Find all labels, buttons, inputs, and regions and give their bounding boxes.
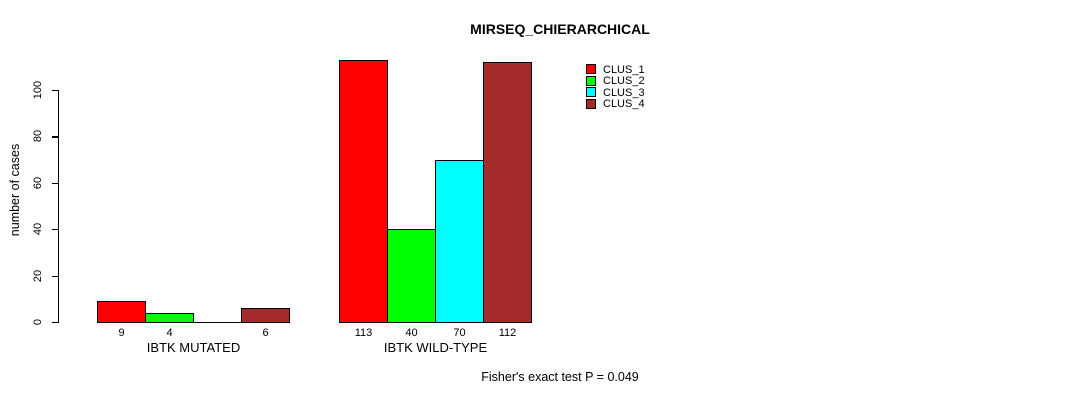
- y-axis-tick: [52, 90, 59, 92]
- bar-clus_4-group2: [483, 62, 532, 323]
- bar-clus_2-group1: [145, 312, 194, 323]
- bar-clus_3-group2: [435, 159, 484, 323]
- y-axis-tick: [52, 275, 59, 277]
- bar-value-label: 70: [453, 327, 466, 339]
- y-axis-label: number of cases: [8, 143, 22, 237]
- legend-swatch-clus_3: [586, 87, 596, 97]
- x-axis-category-label: IBTK MUTATED: [146, 340, 241, 355]
- legend-label-clus_2: CLUS_2: [603, 75, 645, 87]
- bar-clus_4-group1: [241, 308, 290, 323]
- bar-value-label: 9: [118, 327, 125, 339]
- y-axis-tick-label: 40: [32, 223, 44, 236]
- bar-value-label: 6: [262, 327, 269, 339]
- y-axis-tick: [52, 182, 59, 184]
- legend-label-clus_3: CLUS_3: [603, 86, 645, 99]
- x-axis-category-label: IBTK WILD-TYPE: [383, 340, 488, 355]
- bar-value-label: 113: [354, 327, 373, 339]
- legend-label-clus_1: CLUS_1: [603, 63, 645, 76]
- y-axis-tick-label: 80: [32, 130, 44, 143]
- y-axis-tick: [52, 136, 59, 138]
- y-axis-tick-label: 60: [32, 176, 44, 189]
- y-axis-tick-label: 20: [32, 269, 44, 282]
- legend-swatch-clus_2: [586, 75, 596, 86]
- chart-title: MIRSEQ_CHIERARCHICAL: [470, 21, 650, 37]
- y-axis-tick: [52, 229, 59, 231]
- bar-value-label: 40: [405, 327, 418, 339]
- bar-clus_2-group2: [387, 229, 436, 323]
- stat-annotation: Fisher's exact test P = 0.049: [481, 370, 639, 384]
- legend-swatch-clus_1: [586, 64, 596, 74]
- y-axis-tick-label: 0: [32, 318, 44, 326]
- legend-swatch-clus_4: [586, 98, 596, 109]
- y-axis-line: [58, 90, 60, 323]
- legend-label-clus_4: CLUS_4: [603, 98, 645, 110]
- y-axis-tick: [52, 322, 59, 324]
- bar-clus_1-group1: [97, 301, 146, 323]
- bar-clus_1-group2: [339, 59, 388, 323]
- y-axis-tick-label: 100: [32, 80, 44, 100]
- bar-value-label: 4: [166, 327, 173, 339]
- bar-value-label: 112: [498, 327, 517, 339]
